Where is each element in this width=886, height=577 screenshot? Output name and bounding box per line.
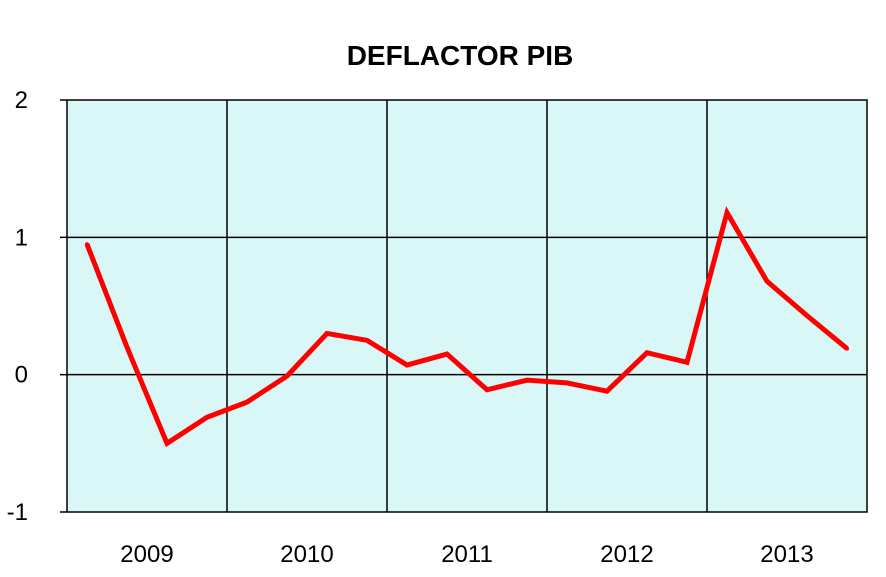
data-point: [245, 400, 249, 405]
data-point: [85, 242, 89, 247]
data-point: [685, 360, 689, 365]
x-tick-label: 2013: [760, 541, 813, 568]
y-tick-label: 0: [15, 362, 28, 389]
data-point: [125, 345, 129, 350]
data-point: [565, 380, 569, 385]
data-point: [285, 374, 289, 379]
x-tick-label: 2010: [280, 541, 333, 568]
x-tick-label: 2011: [441, 541, 493, 568]
data-point: [765, 279, 769, 284]
x-axis-ticks: 2009 2010 2011 2012 2013: [120, 541, 813, 568]
data-point: [165, 441, 169, 446]
y-tick-label: 1: [15, 224, 28, 251]
y-tick-label: 2: [15, 87, 28, 114]
series-group: [84, 206, 849, 448]
data-point: [485, 387, 489, 392]
series-line: [84, 206, 849, 448]
data-point: [725, 210, 729, 215]
data-point: [205, 415, 209, 420]
y-axis-ticks: -1 0 1 2: [7, 87, 67, 526]
chart-title: DEFLACTOR PIB: [347, 40, 574, 71]
x-tick-label: 2012: [600, 541, 653, 568]
data-point: [405, 363, 409, 368]
x-tick-label: 2009: [120, 541, 173, 568]
data-point: [605, 389, 609, 394]
data-point: [645, 350, 649, 355]
data-point: [845, 346, 849, 351]
data-point: [365, 338, 369, 343]
y-tick-label: -1: [7, 499, 28, 526]
data-point: [525, 378, 529, 383]
data-point: [325, 331, 329, 336]
data-point: [445, 352, 449, 357]
data-point: [805, 313, 809, 318]
plot-area: [66, 99, 868, 513]
